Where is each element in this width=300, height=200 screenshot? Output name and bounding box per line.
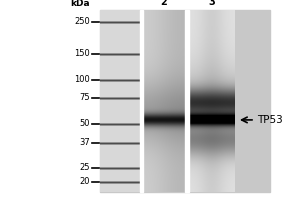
Text: 150: 150 — [74, 49, 90, 58]
Text: 2: 2 — [160, 0, 167, 7]
Text: kDa: kDa — [70, 0, 90, 8]
Text: 25: 25 — [80, 163, 90, 172]
Text: 100: 100 — [74, 75, 90, 84]
Text: 50: 50 — [80, 119, 90, 128]
Bar — [100, 10, 270, 192]
Bar — [185, 10, 189, 192]
Bar — [140, 10, 143, 192]
Text: 20: 20 — [80, 177, 90, 186]
Text: TP53: TP53 — [257, 115, 283, 125]
Text: 250: 250 — [74, 17, 90, 26]
Text: 3: 3 — [208, 0, 215, 7]
Text: 75: 75 — [80, 93, 90, 102]
Text: 37: 37 — [79, 138, 90, 147]
